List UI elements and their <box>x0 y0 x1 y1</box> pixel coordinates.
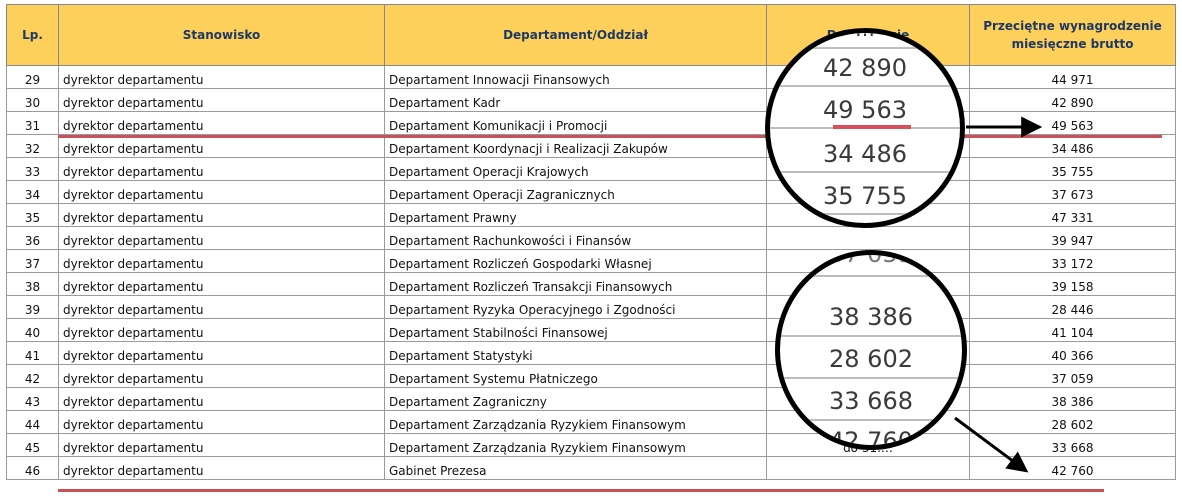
zoom-value: 35 755 <box>770 175 960 215</box>
table-row: 37 dyrektor departamentu Departament Rozli… <box>6 249 1176 273</box>
cell-departament: Departament Zagraniczny <box>384 387 767 411</box>
cell-stanowisko: dyrektor departamentu <box>58 226 385 250</box>
table-row: 35 dyrektor departamentu Departament Prawn… <box>6 203 1176 227</box>
cell-stanowisko: dyrektor departamentu <box>58 387 385 411</box>
highlight-line-row-46 <box>58 489 1104 492</box>
cell-dodatkowe <box>766 456 970 480</box>
header-lp: Lp. <box>6 4 59 66</box>
cell-departament: Departament Statystyki <box>384 341 767 365</box>
zoom-value: 38 386 <box>780 297 962 337</box>
table-row: 36 dyrektor departamentu Departament Rachu… <box>6 226 1176 250</box>
cell-lp: 30 <box>6 88 59 112</box>
cell-wynagrodzenie: 47 331 <box>969 203 1176 227</box>
arrow-to-row-46 <box>954 416 1029 473</box>
cell-wynagrodzenie: 42 760 <box>969 456 1176 480</box>
cell-stanowisko: dyrektor departamentu <box>58 157 385 181</box>
cell-departament: Departament Komunikacji i Promocji <box>384 111 767 135</box>
cell-stanowisko: dyrektor departamentu <box>58 456 385 480</box>
zoom-value-partial: 37 059 <box>780 255 962 277</box>
cell-wynagrodzenie: 37 673 <box>969 180 1176 204</box>
cell-departament: Departament Zarządzania Ryzykiem Finanso… <box>384 410 767 434</box>
cell-departament: Departament Operacji Zagranicznych <box>384 180 767 204</box>
zoom-underline <box>833 125 911 129</box>
cell-dodatkowe <box>766 226 970 250</box>
cell-stanowisko: dyrektor departamentu <box>58 111 385 135</box>
cell-lp: 37 <box>6 249 59 273</box>
cell-departament: Departament Prawny <box>384 203 767 227</box>
cell-departament: Departament Zarządzania Ryzykiem Finanso… <box>384 433 767 457</box>
cell-departament: Departament Rozliczeń Transakcji Finanso… <box>384 272 767 296</box>
cell-lp: 35 <box>6 203 59 227</box>
cell-lp: 45 <box>6 433 59 457</box>
cell-lp: 41 <box>6 341 59 365</box>
magnifier-top: … 42 890 49 563 34 486 35 755 <box>765 28 965 228</box>
cell-departament: Departament Stabilności Finansowej <box>384 318 767 342</box>
cell-lp: 46 <box>6 456 59 480</box>
cell-stanowisko: dyrektor departamentu <box>58 364 385 388</box>
cell-departament: Departament Kadr <box>384 88 767 112</box>
cell-departament: Departament Systemu Płatniczego <box>384 364 767 388</box>
cell-stanowisko: dyrektor departamentu <box>58 295 385 319</box>
cell-lp: 42 <box>6 364 59 388</box>
cell-wynagrodzenie: 28 446 <box>969 295 1176 319</box>
zoom-header-fragment: … <box>770 33 960 49</box>
zoom-value: 28 602 <box>780 339 962 379</box>
cell-departament: Departament Rozliczeń Gospodarki Własnej <box>384 249 767 273</box>
cell-wynagrodzenie: 41 104 <box>969 318 1176 342</box>
header-wynagrodzenie: Przeciętne wynagrodzenie miesięczne brut… <box>969 4 1176 66</box>
table-row: 34 dyrektor departamentu Departament Opera… <box>6 180 1176 204</box>
zoom-value: 34 486 <box>770 133 960 173</box>
cell-stanowisko: dyrektor departamentu <box>58 272 385 296</box>
cell-stanowisko: dyrektor departamentu <box>58 65 385 89</box>
cell-wynagrodzenie: 39 158 <box>969 272 1176 296</box>
cell-wynagrodzenie: 37 059 <box>969 364 1176 388</box>
cell-departament: Departament Rachunkowości i Finansów <box>384 226 767 250</box>
cell-departament: Gabinet Prezesa <box>384 456 767 480</box>
cell-lp: 34 <box>6 180 59 204</box>
cell-lp: 38 <box>6 272 59 296</box>
zoom-value: 33 668 <box>780 381 962 421</box>
cell-stanowisko: dyrektor departamentu <box>58 410 385 434</box>
cell-departament: Departament Koordynacji i Realizacji Zak… <box>384 134 767 158</box>
highlight-line-row-31 <box>58 135 1162 138</box>
zoom-value: 42 760 <box>829 427 913 450</box>
magnifier-bottom: 37 059 38 386 28 602 33 668 42 760 <box>775 250 967 450</box>
zoom-value: 42 890 <box>770 47 960 87</box>
table-row: 43 dyrektor departamentu Departament Zagra… <box>6 387 1176 411</box>
cell-wynagrodzenie: 33 172 <box>969 249 1176 273</box>
cell-wynagrodzenie: 44 971 <box>969 65 1176 89</box>
table-row: 46 dyrektor departamentu Gabinet Prezesa 42… <box>6 456 1176 480</box>
